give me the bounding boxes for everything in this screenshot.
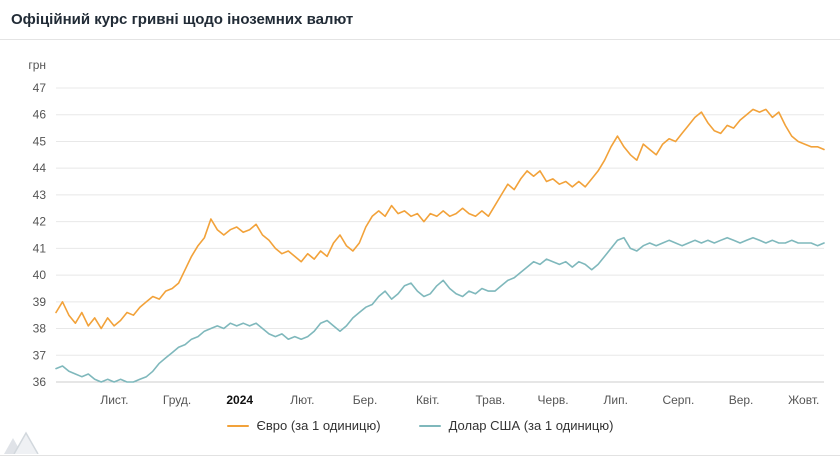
series-line-euro[interactable]	[55, 108, 825, 330]
x-axis-tick-label: Лип.	[604, 393, 628, 407]
y-axis-tick-label: 46	[33, 108, 47, 122]
x-axis-tick-label: Серп.	[662, 393, 694, 407]
y-axis-tick-label: 47	[33, 81, 47, 95]
y-axis-tick-label: 40	[33, 268, 47, 282]
y-axis-tick-label: 37	[33, 348, 47, 362]
y-axis-tick-label: 38	[33, 322, 47, 336]
chart-title: Офіційний курс гривні щодо іноземних вал…	[11, 11, 354, 28]
legend-line-marker-icon	[418, 424, 441, 427]
y-axis-tick-label: 44	[33, 161, 47, 175]
legend-label: Євро (за 1 одиницю)	[256, 418, 381, 433]
watermark-logo-icon	[4, 430, 48, 455]
y-axis-tick-label: 42	[33, 215, 47, 229]
x-axis-tick-label: Черв.	[538, 393, 569, 407]
x-axis-tick-label: 2024	[226, 393, 253, 407]
x-axis-tick-label: Бер.	[353, 393, 378, 407]
chart-area: 36 37 38 39 40 41 42 43 44 45 46 47 грн Лист. Груд. 202…	[0, 52, 840, 414]
y-axis-tick-label: 41	[33, 241, 47, 255]
series-line-usd[interactable]	[55, 236, 825, 383]
x-axis-tick-label: Груд.	[163, 393, 191, 407]
legend-label: Долар США (за 1 одиницю)	[448, 418, 614, 433]
legend-item-usd[interactable]: Долар США (за 1 одиницю)	[418, 418, 614, 433]
chart-legend: Євро (за 1 одиницю) Долар США (за 1 одини…	[0, 418, 840, 433]
x-axis-tick-label: Квіт.	[416, 393, 440, 407]
x-axis-tick-label: Трав.	[476, 393, 506, 407]
x-axis-tick-label: Вер.	[729, 393, 754, 407]
x-axis-tick-label: Лист.	[100, 393, 128, 407]
y-axis-tick-label: 36	[33, 375, 47, 389]
y-axis-tick-label: 39	[33, 295, 47, 309]
legend-line-marker-icon	[226, 424, 249, 427]
watermark-peak-shape	[13, 431, 39, 455]
x-axis-tick-label: Лют.	[290, 393, 314, 407]
y-axis-tick-label: 43	[33, 188, 47, 202]
line-chart: 36 37 38 39 40 41 42 43 44 45 46 47 грн Лист. Груд. 202…	[28, 58, 825, 407]
y-axis-tick-label: 45	[33, 134, 47, 148]
y-axis-title: грн	[28, 58, 46, 72]
legend-item-euro[interactable]: Євро (за 1 одиницю)	[226, 418, 381, 433]
chart-header: Офіційний курс гривні щодо іноземних вал…	[0, 0, 840, 40]
x-axis-tick-label: Жовт.	[788, 393, 819, 407]
